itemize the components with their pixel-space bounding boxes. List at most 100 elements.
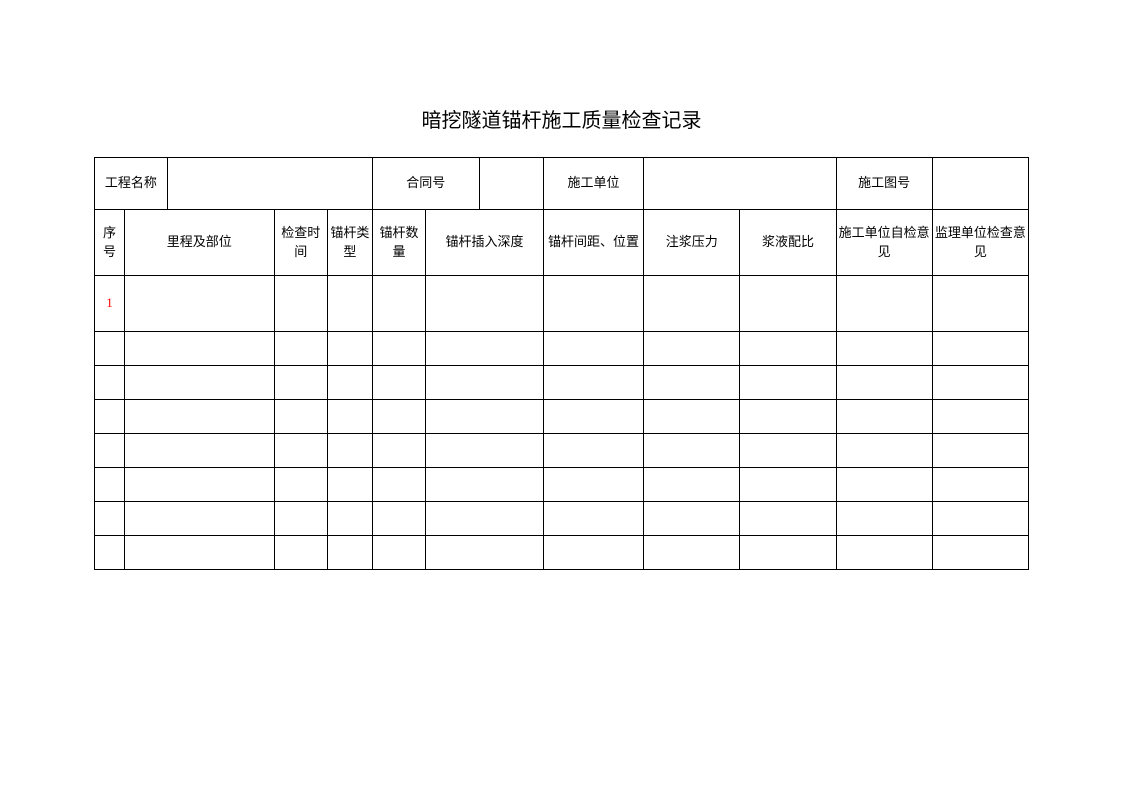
cell [932,468,1028,502]
cell [124,502,274,536]
cell [644,434,740,468]
document-title: 暗挖隧道锚杆施工质量检查记录 [0,104,1123,133]
col-seq: 序号 [95,210,125,276]
cell [543,366,643,400]
cell [644,366,740,400]
cell [372,468,425,502]
cell [274,536,327,570]
cell [372,332,425,366]
cell [932,536,1028,570]
cell [740,276,836,332]
table-row [95,502,1029,536]
cell [836,434,932,468]
cell [327,332,372,366]
cell [932,332,1028,366]
info-header-row: 工程名称 合同号 施工单位 施工图号 [95,158,1029,210]
cell-seq [95,502,125,536]
cell [124,434,274,468]
cell [740,502,836,536]
cell [372,400,425,434]
label-drawing-no: 施工图号 [836,158,932,210]
cell [327,536,372,570]
cell [327,434,372,468]
cell [543,434,643,468]
cell [543,468,643,502]
cell [426,276,544,332]
label-contract-no: 合同号 [372,158,479,210]
cell [836,536,932,570]
cell-seq [95,468,125,502]
cell [644,468,740,502]
cell [274,366,327,400]
cell [740,468,836,502]
cell [426,502,544,536]
cell [372,366,425,400]
cell [543,536,643,570]
cell [543,276,643,332]
cell [740,434,836,468]
cell [274,434,327,468]
col-self-inspection: 施工单位自检意见 [836,210,932,276]
cell [124,332,274,366]
cell [124,468,274,502]
cell [327,366,372,400]
cell [372,434,425,468]
cell [644,332,740,366]
cell [274,502,327,536]
value-construction-unit [644,158,836,210]
cell [327,400,372,434]
cell-seq: 1 [95,276,125,332]
col-supervision: 监理单位检查意见 [932,210,1028,276]
cell [274,468,327,502]
cell [836,468,932,502]
label-project-name: 工程名称 [95,158,168,210]
cell [932,400,1028,434]
cell [932,276,1028,332]
cell-seq [95,366,125,400]
cell [543,502,643,536]
cell [426,434,544,468]
cell [274,400,327,434]
table-row [95,366,1029,400]
cell [327,276,372,332]
col-spacing: 锚杆间距、位置 [543,210,643,276]
column-header-row: 序号 里程及部位 检查时间 锚杆类型 锚杆数量 锚杆插入深度 锚杆间距、位置 注… [95,210,1029,276]
cell [372,536,425,570]
cell [372,502,425,536]
table-row [95,536,1029,570]
cell-seq [95,536,125,570]
table-row [95,434,1029,468]
cell-seq [95,434,125,468]
cell [644,502,740,536]
table-row [95,332,1029,366]
cell [426,332,544,366]
cell [124,400,274,434]
table-row [95,400,1029,434]
cell [426,366,544,400]
col-anchor-qty: 锚杆数量 [372,210,425,276]
cell [274,276,327,332]
cell [836,332,932,366]
cell [426,536,544,570]
col-mileage: 里程及部位 [124,210,274,276]
cell [836,400,932,434]
cell [740,536,836,570]
col-anchor-type: 锚杆类型 [327,210,372,276]
col-insert-depth: 锚杆插入深度 [426,210,544,276]
table-row [95,468,1029,502]
cell [644,400,740,434]
cell [836,366,932,400]
cell [543,332,643,366]
cell [124,366,274,400]
cell [327,502,372,536]
cell [836,502,932,536]
cell [274,332,327,366]
col-grouting-pressure: 注浆压力 [644,210,740,276]
value-drawing-no [932,158,1028,210]
inspection-table: 工程名称 合同号 施工单位 施工图号 序号 里程及部位 检查时间 锚杆类型 锚杆… [94,157,1029,570]
cell [543,400,643,434]
cell [426,400,544,434]
cell [740,366,836,400]
table-row: 1 [95,276,1029,332]
cell [932,366,1028,400]
